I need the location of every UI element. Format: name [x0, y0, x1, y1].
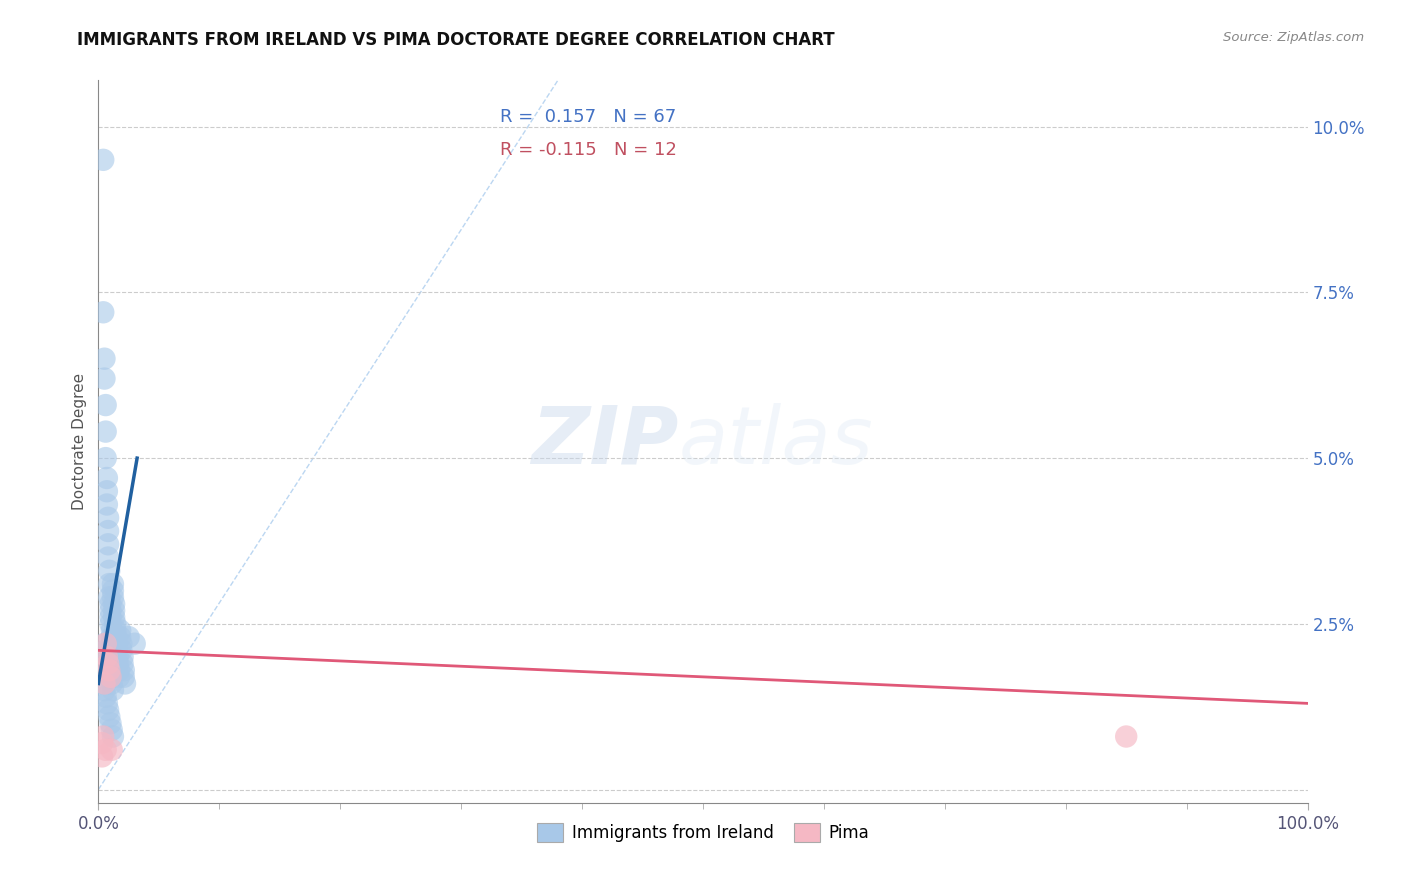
Point — [112, 663, 135, 677]
Point — [97, 537, 120, 551]
Point — [112, 670, 135, 684]
Point — [94, 425, 117, 439]
Point — [100, 676, 122, 690]
Point — [104, 624, 127, 638]
Point — [91, 153, 114, 167]
Point — [103, 610, 125, 624]
Point — [107, 657, 129, 671]
Point — [100, 716, 122, 731]
Point — [108, 624, 131, 638]
Point — [91, 305, 114, 319]
Point — [98, 591, 121, 605]
Text: IMMIGRANTS FROM IRELAND VS PIMA DOCTORATE DEGREE CORRELATION CHART: IMMIGRANTS FROM IRELAND VS PIMA DOCTORAT… — [77, 31, 835, 49]
Point — [91, 749, 114, 764]
Text: R = -0.115   N = 12: R = -0.115 N = 12 — [501, 141, 676, 159]
Point — [101, 683, 124, 698]
Point — [97, 550, 120, 565]
Point — [114, 676, 136, 690]
Point — [96, 484, 118, 499]
Point — [101, 730, 124, 744]
Text: Source: ZipAtlas.com: Source: ZipAtlas.com — [1223, 31, 1364, 45]
Point — [105, 637, 128, 651]
Point — [107, 650, 129, 665]
Y-axis label: Doctorate Degree: Doctorate Degree — [72, 373, 87, 510]
Point — [97, 703, 120, 717]
Text: ZIP: ZIP — [531, 402, 679, 481]
Point — [93, 351, 115, 366]
Point — [94, 398, 117, 412]
Point — [111, 657, 134, 671]
Point — [101, 583, 124, 598]
Text: atlas: atlas — [679, 402, 873, 481]
Point — [96, 650, 118, 665]
Point — [100, 630, 122, 644]
Point — [93, 371, 115, 385]
Point — [91, 736, 114, 750]
Point — [110, 637, 132, 651]
Point — [96, 650, 118, 665]
Point — [105, 643, 128, 657]
Point — [100, 603, 122, 617]
Point — [97, 524, 120, 538]
Point — [108, 663, 131, 677]
Point — [105, 630, 128, 644]
Point — [94, 690, 117, 704]
Point — [97, 657, 120, 671]
Point — [101, 577, 124, 591]
Text: R =  0.157   N = 67: R = 0.157 N = 67 — [501, 108, 676, 126]
Point — [98, 564, 121, 578]
Point — [94, 451, 117, 466]
Point — [100, 610, 122, 624]
Point — [96, 498, 118, 512]
Point — [110, 643, 132, 657]
Point — [96, 471, 118, 485]
Point — [100, 670, 122, 684]
Point — [1115, 730, 1137, 744]
Point — [108, 670, 131, 684]
Point — [93, 676, 115, 690]
Point — [98, 577, 121, 591]
Point — [103, 597, 125, 611]
Legend: Immigrants from Ireland, Pima: Immigrants from Ireland, Pima — [530, 816, 876, 848]
Point — [94, 743, 117, 757]
Point — [98, 709, 121, 723]
Point — [93, 637, 115, 651]
Point — [118, 630, 141, 644]
Point — [98, 663, 121, 677]
Point — [94, 637, 117, 651]
Point — [100, 624, 122, 638]
Point — [93, 683, 115, 698]
Point — [100, 723, 122, 737]
Point — [108, 630, 131, 644]
Point — [100, 597, 122, 611]
Point — [124, 637, 146, 651]
Point — [111, 650, 134, 665]
Point — [91, 730, 114, 744]
Point — [97, 510, 120, 524]
Point — [100, 743, 122, 757]
Point — [104, 616, 127, 631]
Point — [100, 637, 122, 651]
Point — [103, 603, 125, 617]
Point — [100, 616, 122, 631]
Point — [97, 657, 120, 671]
Point — [96, 697, 118, 711]
Point — [98, 663, 121, 677]
Point — [91, 676, 114, 690]
Point — [94, 643, 117, 657]
Point — [101, 591, 124, 605]
Point — [100, 670, 122, 684]
